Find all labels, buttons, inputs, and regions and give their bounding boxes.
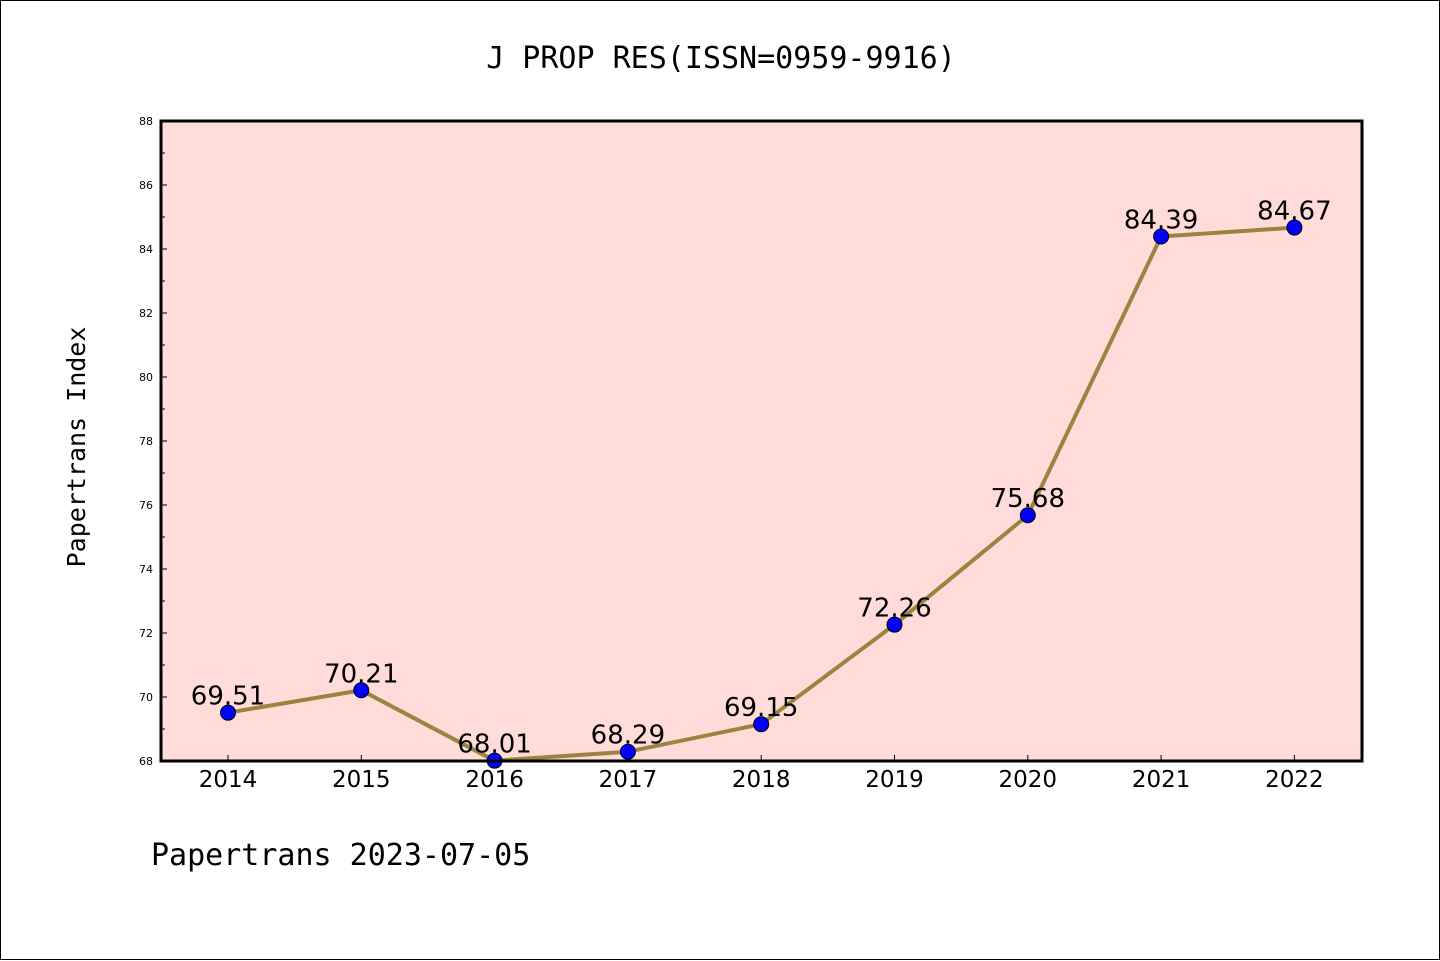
- data-label: 84.39: [1124, 206, 1198, 236]
- data-label: 69.51: [191, 682, 265, 712]
- data-label: 84.67: [1257, 197, 1331, 227]
- y-axis-label: Papertrans Index: [62, 327, 91, 568]
- x-tick-label: 2021: [1132, 767, 1191, 793]
- y-tick-label: 78: [139, 435, 153, 448]
- x-tick-label: 2017: [599, 767, 658, 793]
- data-point: [619, 743, 636, 760]
- chart-title: J PROP RES(ISSN=0959-9916): [486, 41, 956, 76]
- data-label: 75.68: [991, 484, 1065, 514]
- data-label: 70.21: [324, 659, 398, 689]
- data-label: 68.01: [457, 730, 531, 760]
- y-axis: 68 70 72 74 76 78 80 82 84 86 88: [139, 115, 167, 768]
- data-point: [220, 704, 236, 721]
- x-tick-label: 2019: [865, 767, 924, 793]
- data-point: [1019, 507, 1036, 524]
- data-label: 72.26: [857, 594, 931, 624]
- x-tick-label: 2016: [465, 767, 524, 793]
- data-labels: 69.51 70.21 68.01 68.29 69.15 72.26 75.68 84.39…: [191, 197, 1332, 760]
- x-tick-label: 2018: [732, 767, 791, 793]
- plot-border: [159, 119, 1364, 763]
- data-label: 69.15: [724, 693, 798, 723]
- y-tick-label: 76: [139, 499, 153, 512]
- y-tick-label: 68: [139, 755, 153, 768]
- data-markers: [220, 219, 1303, 769]
- x-tick-label: 2014: [199, 767, 258, 793]
- x-tick-label: 2015: [332, 767, 391, 793]
- y-tick-label: 86: [139, 179, 153, 192]
- y-tick-label: 88: [139, 115, 153, 128]
- y-tick-label: 80: [139, 371, 153, 384]
- y-tick-label: 74: [139, 563, 153, 576]
- chart-footer: Papertrans 2023-07-05: [151, 838, 530, 873]
- y-tick-label: 72: [139, 627, 153, 640]
- y-tick-label: 70: [139, 691, 153, 704]
- x-tick-label: 2020: [999, 767, 1058, 793]
- data-point: [1286, 219, 1303, 236]
- x-axis: 2014 2015 2016 2017 2018 2019 2020 2021 2022: [199, 755, 1324, 793]
- data-point: [353, 682, 370, 699]
- x-tick-label: 2022: [1265, 767, 1324, 793]
- plot-area: [161, 121, 1362, 761]
- data-point: [1153, 228, 1170, 245]
- data-point: [886, 616, 903, 633]
- y-tick-label: 84: [139, 243, 153, 256]
- data-label: 68.29: [591, 721, 665, 751]
- data-point: [753, 716, 770, 733]
- y-tick-label: 82: [139, 307, 153, 320]
